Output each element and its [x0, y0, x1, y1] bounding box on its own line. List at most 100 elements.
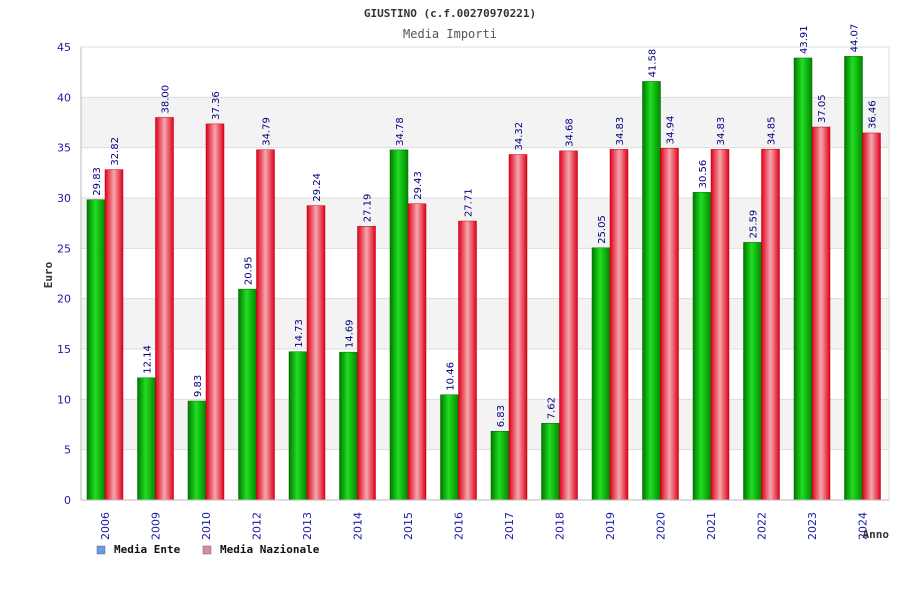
- bar-media-ente: [793, 57, 813, 501]
- y-tick-label: 20: [57, 293, 71, 306]
- bar-media-ente: [86, 199, 106, 501]
- value-label: 34.83: [615, 117, 626, 146]
- value-label: 29.43: [413, 171, 424, 200]
- x-tick-label: 2013: [301, 512, 314, 540]
- bar-media-ente: [288, 351, 308, 501]
- y-tick-label: 30: [57, 192, 71, 205]
- bar-media-ente: [440, 394, 459, 501]
- value-label: 34.85: [767, 117, 778, 146]
- bar-media-nazionale: [811, 126, 831, 501]
- bar-media-nazionale: [306, 205, 326, 501]
- bar-media-ente: [743, 242, 762, 501]
- x-tick-label: 2016: [453, 512, 466, 540]
- x-tick-label: 2015: [402, 512, 415, 540]
- axes-group: [80, 47, 890, 501]
- x-tick-label: 2009: [150, 512, 163, 540]
- value-label: 25.05: [597, 215, 608, 244]
- bar-media-nazionale: [660, 148, 679, 501]
- value-label: 36.46: [868, 100, 879, 129]
- bars-group: [86, 56, 881, 501]
- value-label: 34.32: [514, 122, 525, 151]
- value-label: 44.07: [850, 24, 861, 53]
- x-tick-label: 2018: [554, 512, 567, 540]
- x-axis-label: Anno: [863, 528, 890, 541]
- bar-media-ente: [187, 400, 207, 501]
- bar-media-nazionale: [407, 203, 427, 501]
- bar-media-ente: [137, 377, 156, 501]
- bar-media-ente: [642, 81, 661, 501]
- legend-label-media-nazionale: Media Nazionale: [220, 543, 320, 556]
- value-label: 34.78: [395, 117, 406, 146]
- x-tick-label: 2012: [251, 512, 264, 540]
- bar-media-ente: [339, 351, 358, 501]
- bar-media-nazionale: [710, 149, 730, 501]
- x-tick-label: 2017: [503, 512, 516, 540]
- grid-band: [81, 47, 889, 98]
- y-tick-label: 40: [57, 91, 71, 104]
- bar-media-nazionale: [205, 123, 225, 501]
- bar-media-nazionale: [609, 149, 629, 501]
- x-tick-label: 2021: [705, 512, 718, 540]
- value-label: 25.59: [749, 210, 760, 239]
- x-tick-label: 2024: [857, 512, 870, 540]
- y-axis-label: Euro: [42, 261, 55, 288]
- y-tick-labels: 0 5 10 15 20 25 30 35 40 45: [57, 41, 71, 507]
- value-label: 29.24: [312, 173, 323, 202]
- bar-media-ente: [844, 56, 863, 501]
- y-tick-label: 35: [57, 142, 71, 155]
- value-label: 10.46: [446, 362, 457, 391]
- bar-media-nazionale: [559, 150, 578, 501]
- x-tick-label: 2010: [200, 512, 213, 540]
- value-label: 6.83: [496, 405, 507, 427]
- value-label: 12.14: [143, 345, 154, 374]
- bar-media-nazionale: [508, 154, 528, 501]
- bar-media-nazionale: [458, 220, 477, 501]
- bar-media-nazionale: [862, 132, 881, 501]
- y-tick-label: 10: [57, 393, 71, 406]
- x-tick-label: 2023: [806, 512, 819, 540]
- legend: Media Ente Media Nazionale: [96, 543, 320, 556]
- y-tick-label: 15: [57, 343, 71, 356]
- bar-media-nazionale: [761, 148, 780, 501]
- bar-media-ente: [490, 430, 510, 501]
- x-tick-label: 2020: [655, 512, 668, 540]
- value-label: 34.83: [716, 117, 727, 146]
- value-label: 38.00: [161, 85, 172, 114]
- value-labels-group: 29.83 32.82 12.14 38.00 9.83 37.36 20.95 34.79 1…: [92, 24, 879, 428]
- bar-media-nazionale: [104, 169, 124, 501]
- value-label: 27.19: [363, 194, 374, 223]
- bar-media-ente: [692, 192, 712, 501]
- bar-media-ente: [238, 288, 257, 501]
- bar-media-ente: [389, 149, 409, 501]
- value-label: 20.95: [244, 256, 255, 285]
- value-label: 14.69: [345, 319, 356, 348]
- value-label: 30.56: [698, 160, 709, 189]
- value-label: 14.73: [294, 319, 305, 348]
- value-label: 7.62: [547, 397, 558, 419]
- chart-subtitle: Media Importi: [403, 27, 497, 41]
- x-tick-label: 2006: [99, 512, 112, 540]
- value-label: 29.83: [92, 167, 103, 196]
- value-label: 34.94: [666, 116, 677, 145]
- value-label: 41.58: [648, 49, 659, 78]
- value-label: 9.83: [193, 375, 204, 397]
- y-tick-label: 5: [64, 444, 71, 457]
- value-label: 32.82: [110, 137, 121, 166]
- x-tick-label: 2019: [604, 512, 617, 540]
- chart-title: GIUSTINO (c.f.00270970221): [364, 7, 536, 20]
- value-label: 34.79: [262, 117, 273, 146]
- bar-media-nazionale: [357, 226, 376, 501]
- legend-label-media-ente: Media Ente: [114, 543, 181, 556]
- x-tick-label: 2022: [756, 512, 769, 540]
- value-label: 34.68: [565, 118, 576, 147]
- x-tick-label: 2014: [352, 512, 365, 540]
- bar-media-nazionale: [256, 149, 275, 501]
- legend-swatch-media-ente: [96, 545, 106, 555]
- bar-media-ente: [591, 247, 611, 501]
- x-tick-labels: 2006 2009 2010 2012 2013 2014 2015 2016 2017 2018…: [99, 512, 870, 540]
- legend-swatch-media-nazionale: [202, 545, 212, 555]
- y-tick-label: 0: [64, 494, 71, 507]
- value-label: 27.71: [464, 188, 475, 217]
- value-label: 43.91: [799, 25, 810, 54]
